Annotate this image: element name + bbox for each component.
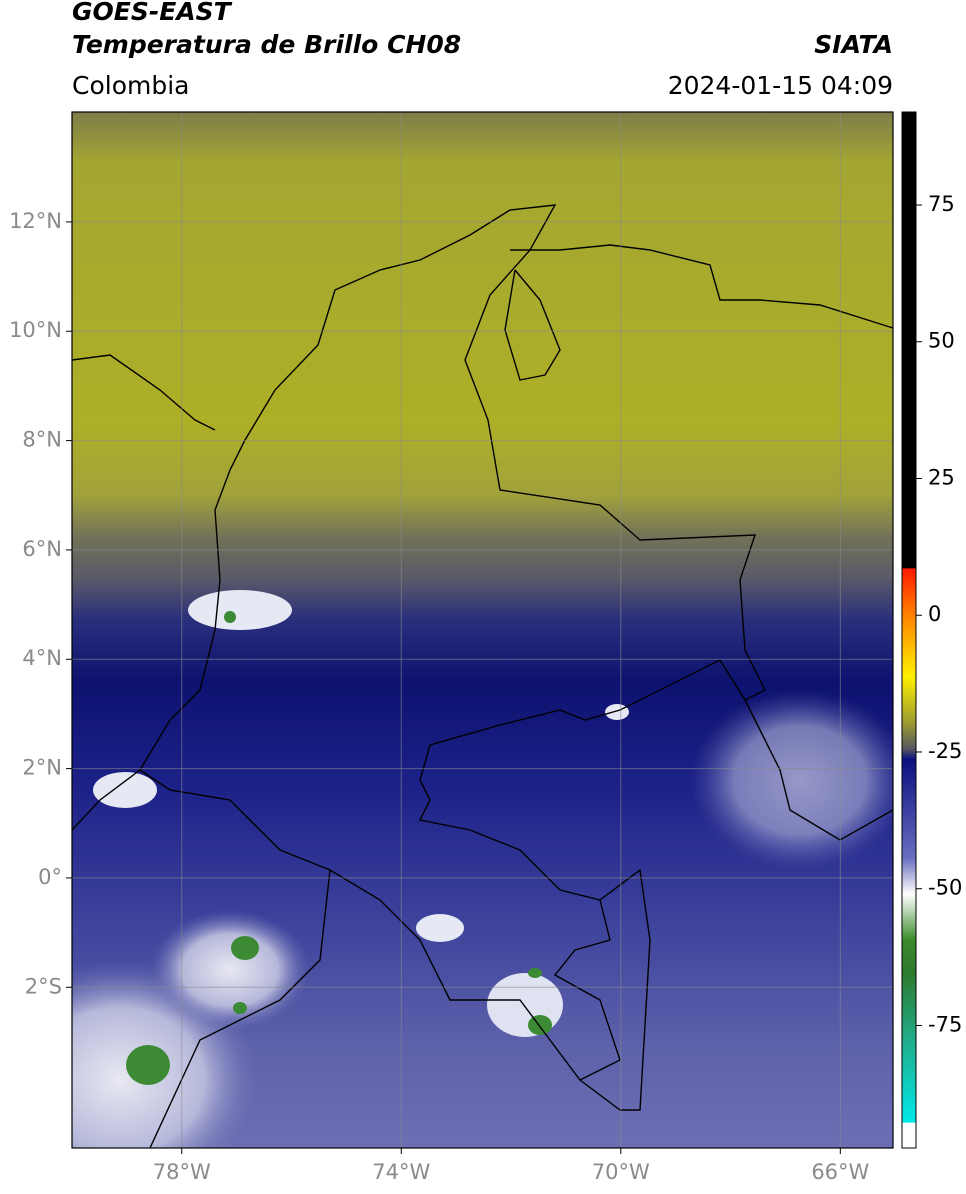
borders (72, 204, 893, 1148)
map-frame (71, 111, 894, 1149)
colorbar (901, 111, 917, 1149)
lat-tick-label: 0° (38, 865, 62, 889)
lon-tick-label: 78°W (153, 1160, 211, 1184)
colorbar-tick-label: -75 (928, 1012, 962, 1036)
graticule (72, 112, 893, 1148)
cloud (690, 690, 893, 870)
cloud (605, 704, 629, 720)
lat-tick-label: 2°S (25, 974, 62, 998)
cloud (93, 772, 157, 808)
colorbar-tick-label: 0 (928, 602, 941, 626)
lon-tick-label: 70°W (592, 1160, 650, 1184)
region: Colombia (72, 71, 189, 100)
map (72, 112, 893, 1148)
colorbar-tick-label: -25 (928, 739, 962, 763)
cloud (416, 914, 464, 942)
colorbar-tick-label: 50 (928, 329, 955, 353)
lat-tick-label: 4°N (22, 646, 62, 670)
lat-tick-label: 8°N (22, 428, 62, 452)
colorbar-tick-label: 75 (928, 192, 955, 216)
datetime: 2024-01-15 04:09 (668, 71, 893, 100)
satellite: GOES-EAST (72, 0, 233, 26)
cloud (188, 590, 292, 630)
cold-tops (126, 611, 552, 1085)
lat-tick-label: 10°N (9, 318, 62, 342)
colorbar-tick-label: -50 (928, 876, 962, 900)
product: Temperatura de Brillo CH08 (72, 30, 461, 59)
cloud (150, 910, 310, 1030)
source: SIATA (814, 30, 893, 59)
colorbar-tick-label: 25 (928, 465, 955, 489)
lat-tick-label: 2°N (22, 756, 62, 780)
lon-tick-label: 74°W (372, 1160, 430, 1184)
lat-tick-label: 6°N (22, 537, 62, 561)
lon-tick-label: 66°W (811, 1160, 869, 1184)
lat-tick-label: 12°N (9, 209, 62, 233)
